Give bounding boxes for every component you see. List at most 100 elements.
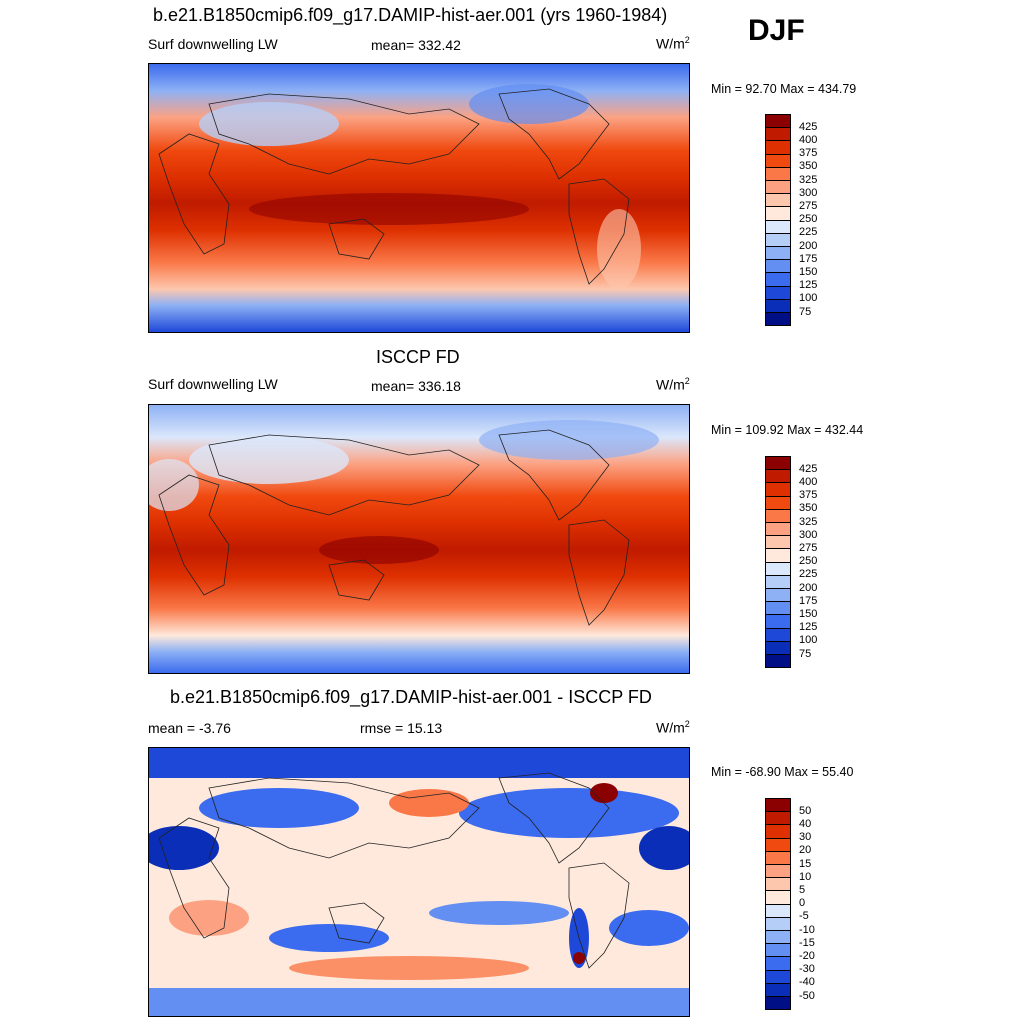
colorbar-swatch	[765, 456, 791, 471]
colorbar-swatch	[765, 824, 791, 839]
colorbar-swatch	[765, 561, 791, 576]
panel-2-units: W/m2	[656, 376, 690, 393]
colorbar-tick-label: 0	[799, 897, 806, 910]
colorbar-swatch	[765, 916, 791, 931]
colorbar-tick-label: 5	[799, 883, 806, 896]
colorbar-swatch	[765, 469, 791, 484]
colorbar-swatch	[765, 193, 791, 208]
panel-3-minmax: Min = -68.90 Max = 55.40	[711, 765, 854, 779]
colorbar-tick-label: 40	[799, 817, 812, 830]
panel-3-units: W/m2	[656, 719, 690, 736]
colorbar-swatch	[765, 285, 791, 300]
colorbar-swatch	[765, 219, 791, 234]
colorbar-tick-label: 75	[799, 305, 812, 318]
colorbar-swatch	[765, 640, 791, 655]
colorbar-swatch	[765, 930, 791, 945]
panel-2-map	[148, 404, 690, 674]
colorbar-swatch	[765, 259, 791, 274]
colorbar-swatch	[765, 312, 791, 327]
colorbar-swatch	[765, 495, 791, 510]
colorbar-swatch	[765, 127, 791, 142]
colorbar-tick-label: 15	[799, 857, 812, 870]
colorbar-tick-label: 275	[799, 199, 818, 212]
colorbar-tick-label: 30	[799, 831, 812, 844]
colorbar-tick-label: 400	[799, 133, 818, 146]
colorbar-tick-label: 20	[799, 844, 812, 857]
colorbar-swatch	[765, 140, 791, 155]
colorbar-swatch	[765, 232, 791, 247]
colorbar-swatch	[765, 982, 791, 997]
colorbar-tick-label: 225	[799, 226, 818, 239]
colorbar-tick-label: 200	[799, 581, 818, 594]
colorbar-swatch	[765, 850, 791, 865]
colorbar-swatch	[765, 272, 791, 287]
colorbar-swatch	[765, 588, 791, 603]
colorbar-tick-label: 150	[799, 265, 818, 278]
colorbar-swatch	[765, 153, 791, 168]
colorbar-swatch	[765, 811, 791, 826]
colorbar-swatch	[765, 166, 791, 181]
colorbar-tick-label: 375	[799, 489, 818, 502]
panel-2-minmax: Min = 109.92 Max = 432.44	[711, 423, 864, 437]
colorbar-swatch	[765, 522, 791, 537]
colorbar-swatch	[765, 508, 791, 523]
colorbar-swatch	[765, 574, 791, 589]
colorbar-tick-label: 350	[799, 502, 818, 515]
colorbar-swatch	[765, 114, 791, 129]
colorbar-tick-label: 275	[799, 541, 818, 554]
season-label: DJF	[748, 14, 805, 47]
panel-1-map	[148, 63, 690, 333]
colorbar-tick-label: 250	[799, 555, 818, 568]
panel-3-title: b.e21.B1850cmip6.f09_g17.DAMIP-hist-aer.…	[170, 687, 652, 707]
colorbar-swatch	[765, 890, 791, 905]
panel-2-title: ISCCP FD	[376, 347, 460, 367]
colorbar-tick-label: 200	[799, 239, 818, 252]
colorbar-tick-label: 75	[799, 647, 812, 660]
colorbar-tick-label: 175	[799, 594, 818, 607]
colorbar-tick-label: 100	[799, 634, 818, 647]
colorbar-tick-label: 300	[799, 528, 818, 541]
colorbar-tick-label: -10	[799, 923, 815, 936]
colorbar-tick-label: 150	[799, 607, 818, 620]
colorbar-swatch	[765, 482, 791, 497]
colorbar-swatch	[765, 969, 791, 984]
colorbar-tick-label: 175	[799, 252, 818, 265]
colorbar-swatch	[765, 246, 791, 261]
panel-3-map	[148, 747, 690, 1017]
colorbar-tick-label: 250	[799, 213, 818, 226]
colorbar-swatch	[765, 180, 791, 195]
colorbar-tick-label: 325	[799, 173, 818, 186]
colorbar-tick-label: 125	[799, 621, 818, 634]
panel-2-mean-label: mean= 336.18	[371, 378, 461, 394]
colorbar-swatch	[765, 548, 791, 563]
panel-1-title: b.e21.B1850cmip6.f09_g17.DAMIP-hist-aer.…	[153, 5, 668, 25]
colorbar-tick-label: 10	[799, 870, 812, 883]
colorbar-tick-label: 375	[799, 147, 818, 160]
colorbar-swatch	[765, 601, 791, 616]
colorbar-tick-label: 100	[799, 292, 818, 305]
colorbar-tick-label: -15	[799, 936, 815, 949]
colorbar-tick-label: -30	[799, 963, 815, 976]
panel-1-mean-label: mean= 332.42	[371, 37, 461, 53]
panel-1-minmax: Min = 92.70 Max = 434.79	[711, 82, 857, 96]
colorbar-swatch	[765, 877, 791, 892]
colorbar-tick-label: 300	[799, 186, 818, 199]
colorbar-swatch	[765, 864, 791, 879]
colorbar-swatch	[765, 298, 791, 313]
panel-1-variable-label: Surf downwelling LW	[148, 36, 278, 52]
colorbar-swatch	[765, 654, 791, 669]
colorbar-tick-label: 350	[799, 160, 818, 173]
colorbar-tick-label: -20	[799, 949, 815, 962]
colorbar-tick-label: -5	[799, 910, 809, 923]
colorbar-tick-label: 325	[799, 515, 818, 528]
colorbar-swatch	[765, 956, 791, 971]
colorbar-swatch	[765, 206, 791, 221]
colorbar-swatch	[765, 996, 791, 1011]
panel-3-mean-label: mean = -3.76	[148, 720, 231, 736]
colorbar-swatch	[765, 627, 791, 642]
colorbar-tick-label: 425	[799, 462, 818, 475]
colorbar-tick-label: 425	[799, 120, 818, 133]
panel-3-rmse-label: rmse = 15.13	[360, 720, 443, 736]
colorbar-tick-label: -40	[799, 976, 815, 989]
colorbar-swatch	[765, 837, 791, 852]
